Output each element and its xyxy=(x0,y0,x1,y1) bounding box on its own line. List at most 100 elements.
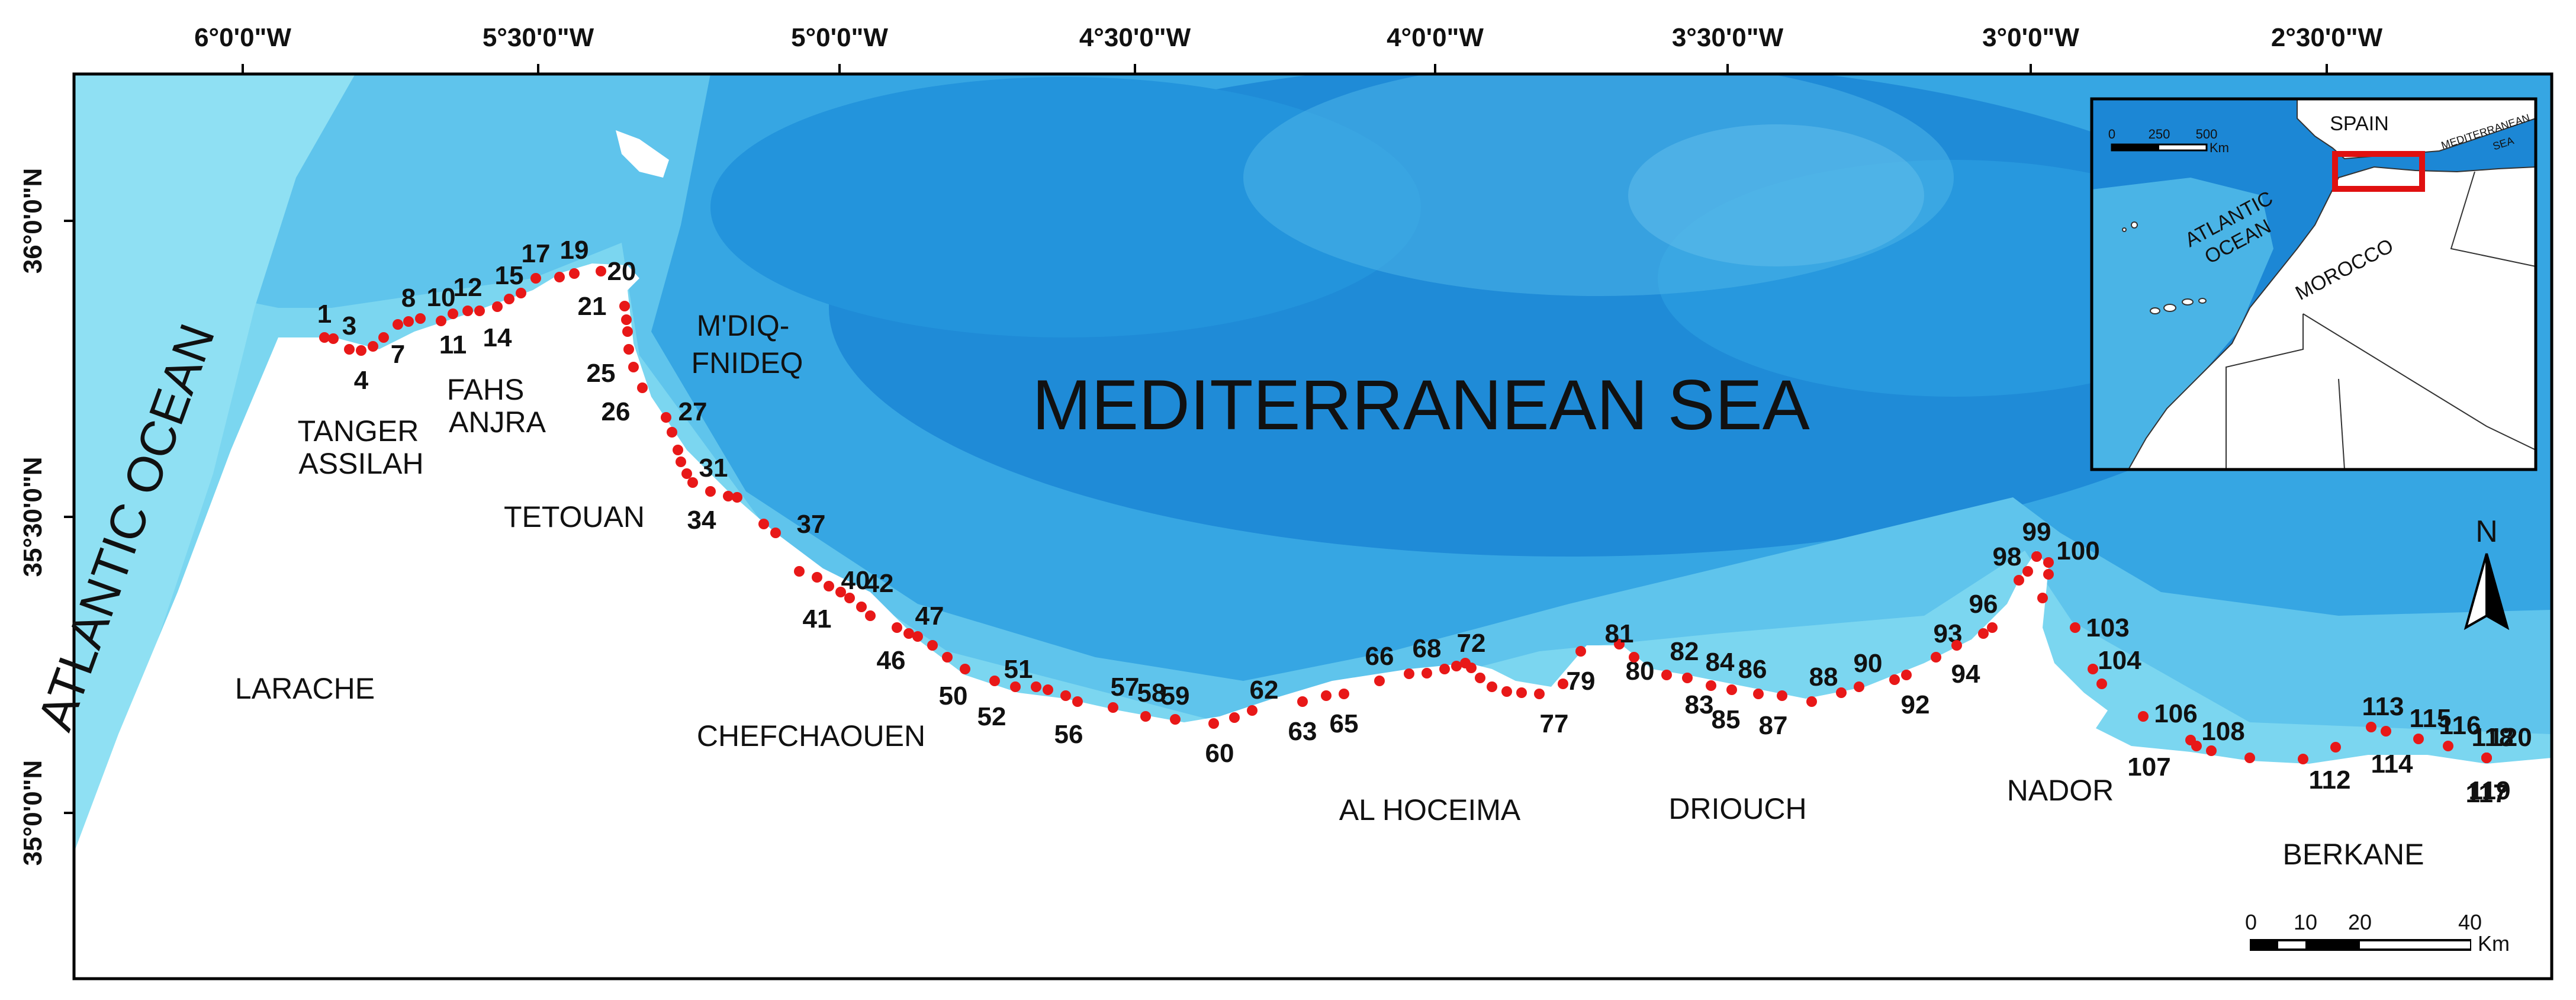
site-dot-82 xyxy=(1661,670,1672,680)
site-dot-62 xyxy=(1247,705,1258,716)
inset-map: 0 250 500 Km SPAIN MOROCCO ATLANTIC OCEA… xyxy=(2090,97,2538,471)
site-label-81: 81 xyxy=(1605,619,1634,648)
site-label-106: 106 xyxy=(2154,699,2197,728)
site-label-104: 104 xyxy=(2098,646,2141,675)
site-label-51: 51 xyxy=(1004,655,1033,684)
scale-unit: Km xyxy=(2478,931,2510,956)
site-label-47: 47 xyxy=(915,602,944,631)
site-dot-43 xyxy=(856,602,867,612)
site-dot-97 xyxy=(2014,575,2024,586)
site-label-37: 37 xyxy=(797,510,826,539)
site-label-117: 117 xyxy=(2466,779,2508,808)
site-dot-26 xyxy=(637,382,648,393)
site-dot-67 xyxy=(1404,668,1414,679)
site-dot-3 xyxy=(344,344,355,355)
site-dot-76 xyxy=(1516,687,1527,698)
site-dot-91 xyxy=(1889,674,1900,685)
site-label-56: 56 xyxy=(1054,720,1083,749)
site-label-26: 26 xyxy=(602,397,631,426)
site-dot-23 xyxy=(622,326,633,337)
site-dot-114 xyxy=(2381,726,2391,737)
site-label-108: 108 xyxy=(2201,717,2244,746)
scale-tick: 20 xyxy=(2348,910,2372,934)
site-dot-15 xyxy=(504,294,514,304)
lon-label: 5°30'0"W xyxy=(483,23,594,52)
site-dot-96 xyxy=(1987,622,1998,633)
site-dot-34 xyxy=(723,491,734,501)
site-label-58: 58 xyxy=(1137,679,1166,708)
north-arrow: N xyxy=(2464,515,2510,631)
site-label-34: 34 xyxy=(687,506,716,535)
site-dot-64 xyxy=(1321,690,1332,701)
site-label-3: 3 xyxy=(342,311,356,340)
scale-tick: 10 xyxy=(2294,910,2317,934)
site-label-98: 98 xyxy=(1993,542,2022,571)
scale-tick: 0 xyxy=(2245,910,2257,934)
lat-label: 35°30'0"N xyxy=(18,456,47,577)
site-dot-37 xyxy=(770,528,781,538)
site-dot-10 xyxy=(436,316,446,326)
site-dot-29 xyxy=(673,445,683,455)
site-dot-113 xyxy=(2366,722,2376,732)
site-dot-116 xyxy=(2443,741,2453,751)
site-label-80: 80 xyxy=(1626,657,1655,686)
site-dot-89 xyxy=(1836,687,1847,698)
longitude-labels: 6°0'0"W 5°30'0"W 5°0'0"W 4°30'0"W 4°0'0"… xyxy=(194,23,2383,52)
site-dot-55 xyxy=(1060,690,1071,701)
lon-label: 6°0'0"W xyxy=(194,23,291,52)
site-dot-13 xyxy=(474,306,485,316)
site-dot-45 xyxy=(892,622,902,633)
lon-label: 3°0'0"W xyxy=(1982,23,2079,52)
site-dot-38 xyxy=(794,566,805,577)
site-dot-44 xyxy=(865,610,876,621)
site-dot-68 xyxy=(1422,668,1432,679)
site-dot-41 xyxy=(835,587,846,597)
site-dot-112 xyxy=(2330,742,2341,753)
site-label-116: 116 xyxy=(2439,711,2481,740)
site-dot-75 xyxy=(1501,686,1512,697)
north-label: N xyxy=(2475,515,2498,549)
site-dot-5 xyxy=(368,341,378,352)
site-dot-28 xyxy=(667,427,677,438)
study-area-box xyxy=(2332,151,2425,192)
province-label: LARACHE xyxy=(235,672,375,705)
site-dot-40 xyxy=(824,581,834,591)
inset-scale-tick: 0 xyxy=(2108,127,2115,142)
site-dot-94 xyxy=(1951,640,1962,651)
site-dot-6 xyxy=(378,332,389,343)
site-dot-39 xyxy=(812,572,822,583)
site-dot-56 xyxy=(1072,696,1083,707)
site-dot-73 xyxy=(1475,673,1485,683)
site-label-42: 42 xyxy=(865,569,894,598)
province-label: ANJRA xyxy=(449,406,546,439)
site-label-118: 118 xyxy=(2472,723,2514,752)
site-dot-12 xyxy=(462,306,473,316)
site-dot-42 xyxy=(844,593,855,603)
site-label-92: 92 xyxy=(1901,690,1930,719)
site-dot-105 xyxy=(2096,679,2107,689)
lon-label: 5°0'0"W xyxy=(791,23,888,52)
province-label: CHEFCHAOUEN xyxy=(697,719,925,753)
lon-label: 4°30'0"W xyxy=(1079,23,1191,52)
site-label-63: 63 xyxy=(1288,717,1317,746)
site-dot-57 xyxy=(1108,702,1118,713)
site-dot-90 xyxy=(1854,681,1864,692)
site-label-77: 77 xyxy=(1540,709,1569,738)
site-label-21: 21 xyxy=(578,292,607,321)
site-label-83: 83 xyxy=(1685,690,1714,719)
site-dot-52 xyxy=(1010,681,1021,692)
site-label-113: 113 xyxy=(2362,692,2404,721)
site-label-31: 31 xyxy=(699,454,728,483)
site-label-120: 120 xyxy=(2488,723,2532,752)
sea-label: MEDITERRANEAN SEA xyxy=(1032,365,1810,445)
site-dot-93 xyxy=(1931,652,1941,663)
site-dot-95 xyxy=(1978,628,1989,639)
site-dot-1 xyxy=(319,332,330,343)
site-dot-31 xyxy=(681,468,692,479)
site-dot-51 xyxy=(989,676,1000,686)
lon-label: 2°30'0"W xyxy=(2271,23,2383,52)
site-label-66: 66 xyxy=(1365,642,1394,671)
site-dot-54 xyxy=(1043,684,1053,695)
site-dot-14 xyxy=(492,301,503,312)
